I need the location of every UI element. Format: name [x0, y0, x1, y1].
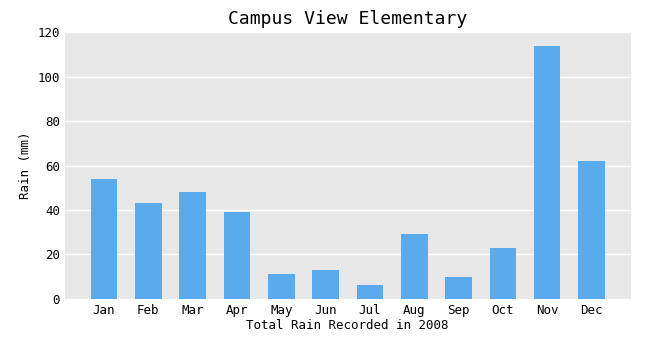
Bar	[489, 248, 516, 299]
Bar	[578, 161, 604, 299]
Bar	[268, 274, 294, 299]
Y-axis label: Rain (mm): Rain (mm)	[19, 132, 32, 199]
Bar	[312, 270, 339, 299]
Bar	[534, 46, 560, 299]
Title: Campus View Elementary: Campus View Elementary	[228, 10, 467, 28]
Bar	[179, 192, 206, 299]
Bar	[135, 203, 162, 299]
Bar	[357, 285, 384, 299]
Bar	[401, 234, 428, 299]
X-axis label: Total Rain Recorded in 2008: Total Rain Recorded in 2008	[246, 319, 449, 332]
Bar	[224, 212, 250, 299]
Bar	[445, 276, 472, 299]
Bar	[91, 179, 117, 299]
